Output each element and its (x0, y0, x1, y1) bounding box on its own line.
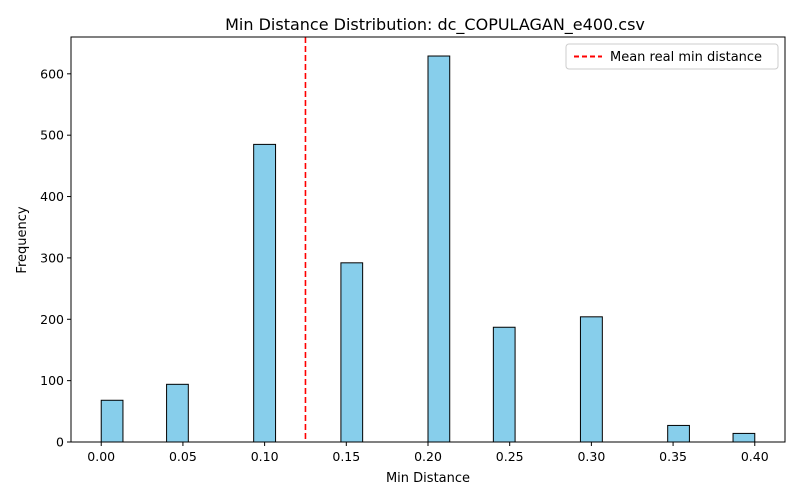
x-tick-label: 0.20 (414, 449, 442, 464)
histogram-bar (492, 326, 516, 443)
y-tick-label: 0 (56, 435, 64, 450)
legend-mean-label: Mean real min distance (610, 50, 762, 65)
legend: Mean real min distance (565, 43, 779, 70)
x-tick-label: 0.35 (659, 449, 687, 464)
x-axis-ticks: 0.00 0.05 0.10 0.15 0.20 0.25 0.30 0.35 0.40 (87, 442, 769, 464)
x-tick-label: 0.05 (169, 449, 197, 464)
y-tick-label: 400 (40, 189, 64, 204)
y-tick-label: 300 (40, 250, 64, 265)
histogram-bar (253, 143, 277, 443)
y-tick-label: 500 (40, 128, 64, 143)
x-tick-label: 0.25 (496, 449, 524, 464)
histogram-bar (579, 316, 603, 443)
x-tick-label: 0.15 (332, 449, 360, 464)
y-tick-label: 100 (40, 373, 64, 388)
y-axis-ticks: 0 100 200 300 400 500 600 (40, 66, 71, 450)
legend-box (565, 43, 779, 70)
x-tick-label: 0.00 (87, 449, 115, 464)
x-axis-title: Min Distance (386, 471, 470, 486)
x-tick-label: 0.10 (251, 449, 279, 464)
x-tick-label: 0.30 (577, 449, 605, 464)
y-tick-label: 600 (40, 66, 64, 81)
histogram-bar (166, 383, 189, 443)
y-axis-title: Frequency (15, 206, 30, 273)
histogram-bar (427, 55, 451, 443)
chart-title: Min Distance Distribution: dc_COPULAGAN_… (225, 15, 645, 35)
bars-layer (100, 55, 756, 443)
y-tick-label: 200 (40, 312, 64, 327)
histogram-bar (732, 432, 756, 443)
histogram-bar (340, 262, 364, 443)
x-tick-label: 0.40 (741, 449, 769, 464)
histogram-bar (100, 399, 124, 443)
histogram-bar (667, 424, 690, 443)
